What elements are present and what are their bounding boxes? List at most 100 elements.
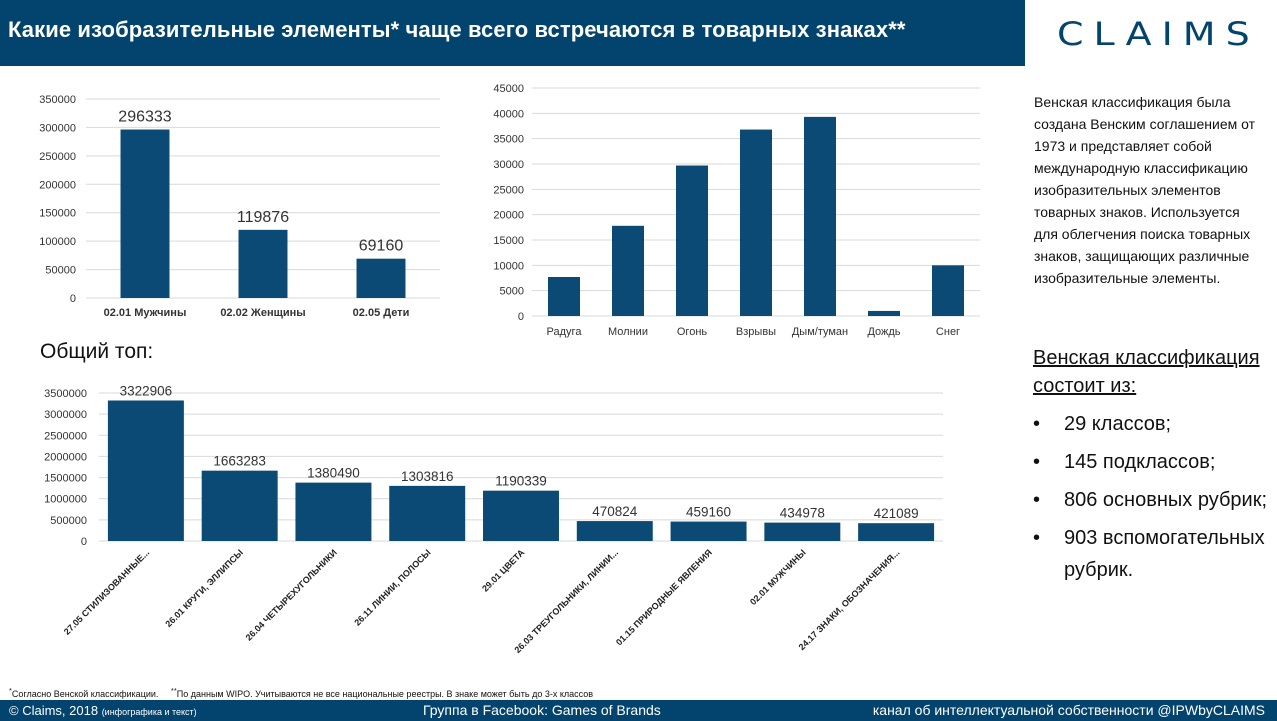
- list-item: • 145 подклассов;: [1033, 446, 1268, 478]
- sidebar-description: Венская классификация была создана Венск…: [1034, 94, 1256, 286]
- copyright-note: (инфографика и текст): [101, 707, 197, 717]
- list-item: • 903 вспомогательных рубрик.: [1033, 522, 1268, 586]
- x-tick-label: 02.01 МУЖЧИНЫ: [748, 547, 808, 607]
- footnote: *Согласно Венской классификации. **По да…: [9, 686, 593, 699]
- bar: [201, 470, 278, 541]
- chart-gender: 0 50000 100000 150000 200000 250000 300000 3500…: [39, 94, 440, 319]
- y-tick-label: 2000000: [44, 451, 87, 463]
- claims-logo: CLAIMS: [1057, 15, 1260, 53]
- x-tick-label: 02.02 Женщины: [220, 307, 305, 319]
- footer-bar: © Claims, 2018 (инфографика и текст) Гру…: [0, 700, 1277, 721]
- bar: [548, 276, 580, 316]
- list-item: • 806 основных рубрик;: [1033, 484, 1268, 516]
- y-tick-label: 3500000: [44, 388, 87, 400]
- x-tick-label: Дождь: [867, 326, 900, 338]
- header-banner: Какие изобразительные элементы* чаще все…: [0, 0, 1025, 66]
- x-tick-label: 26.04 ЧЕТЫРЕХУГОЛЬНИКИ: [244, 547, 339, 642]
- x-tick-label: 26.03 ТРЕУГОЛЬНИКИ, ЛИНИИ...: [512, 547, 620, 655]
- page-title: Какие изобразительные элементы* чаще все…: [8, 17, 906, 42]
- telegram-channel-link[interactable]: канал об интеллектуальной собственности …: [872, 702, 1265, 718]
- bar: [389, 485, 466, 541]
- chart-overall-top: 0 500000 1000000 1500000 2000000 2500000 30000…: [44, 383, 943, 655]
- bar: [670, 521, 747, 541]
- x-tick-label: Молнии: [608, 326, 648, 338]
- bar: [576, 521, 653, 541]
- y-tick-label: 250000: [39, 151, 76, 163]
- bullet-icon: •: [1033, 489, 1041, 511]
- footnote-classification: Согласно Венской классификации.: [11, 689, 159, 699]
- bar: [120, 129, 170, 298]
- list-item-text: 145 подклассов;: [1064, 451, 1216, 473]
- sidebar-heading: Венская классификация состоит из:: [1033, 347, 1260, 397]
- bar: [238, 229, 288, 298]
- data-label: 296333: [118, 109, 171, 126]
- bar: [764, 522, 841, 541]
- list-item-text: 903 вспомогательных рубрик.: [1064, 527, 1265, 581]
- y-tick-label: 0: [81, 536, 87, 548]
- y-tick-label: 10000: [493, 260, 524, 272]
- bar: [676, 165, 708, 316]
- y-tick-label: 3000000: [44, 409, 87, 421]
- y-tick-label: 20000: [493, 210, 524, 222]
- y-tick-label: 150000: [39, 208, 76, 220]
- y-tick-label: 15000: [493, 235, 524, 247]
- y-tick-label: 25000: [493, 184, 524, 196]
- x-tick-label: 01.15 ПРИРОДНЫЕ ЯВЛЕНИЯ: [614, 547, 714, 647]
- data-label: 434978: [780, 506, 825, 521]
- facebook-group-link[interactable]: Группа в Facebook: Games of Brands: [423, 702, 661, 718]
- x-tick-label: Дым/туман: [792, 326, 848, 338]
- list-item: • 29 классов;: [1033, 408, 1268, 440]
- list-item-text: 806 основных рубрик;: [1064, 489, 1267, 511]
- bullet-icon: •: [1033, 451, 1041, 473]
- bar: [868, 310, 900, 316]
- bar: [356, 258, 406, 298]
- list-item-text: 29 классов;: [1064, 413, 1172, 435]
- data-label: 470824: [592, 504, 638, 519]
- bullet-icon: •: [1033, 527, 1041, 549]
- bar: [740, 129, 772, 316]
- y-tick-label: 1000000: [44, 494, 87, 506]
- x-tick-label: 29.01 ЦВЕТА: [480, 547, 527, 594]
- x-tick-label: Огонь: [677, 326, 708, 338]
- data-label: 459160: [686, 505, 731, 520]
- bar: [612, 225, 644, 316]
- data-label: 421089: [874, 506, 919, 521]
- data-label: 69160: [359, 238, 404, 255]
- bar: [858, 523, 935, 541]
- chart-subtitle: Общий топ:: [40, 340, 154, 363]
- y-tick-label: 1500000: [44, 473, 87, 485]
- footnote-mark: *: [9, 686, 12, 695]
- bar: [295, 482, 372, 541]
- footnote-wipo: По данным WIPO. Учитываются не все нацио…: [176, 689, 594, 699]
- copyright-text: © Claims, 2018: [9, 703, 99, 718]
- footer-copyright: © Claims, 2018 (инфографика и текст): [9, 703, 197, 718]
- x-tick-label: Радуга: [547, 326, 583, 338]
- x-tick-label: 27.05 СТИЛИЗОВАННЫЕ...: [62, 547, 151, 636]
- bullet-icon: •: [1033, 413, 1041, 435]
- bar: [483, 490, 559, 541]
- x-tick-label: Взрывы: [736, 326, 776, 338]
- y-tick-label: 2500000: [44, 430, 87, 442]
- bar: [107, 400, 184, 541]
- data-label: 1303816: [401, 469, 454, 484]
- footnote-mark: **: [170, 686, 177, 695]
- data-label: 119876: [237, 209, 289, 226]
- y-tick-label: 50000: [45, 265, 76, 277]
- y-tick-label: 35000: [493, 134, 524, 146]
- y-tick-label: 500000: [50, 515, 87, 527]
- y-tick-label: 5000: [500, 286, 524, 298]
- chart-natural-phenomena: 0 5000 10000 15000 20000 25000 30000 35000 40000…: [493, 83, 980, 338]
- y-tick-label: 200000: [39, 179, 76, 191]
- x-tick-label: 26.01 КРУГИ, ЭЛЛИПСЫ: [163, 547, 245, 629]
- y-tick-label: 0: [518, 311, 524, 323]
- x-tick-label: 26.11 ЛИНИИ, ПОЛОСЫ: [352, 547, 432, 627]
- x-tick-label: Снег: [936, 326, 960, 338]
- bar: [804, 116, 836, 316]
- data-label: 1663283: [213, 454, 266, 469]
- y-tick-label: 40000: [493, 108, 524, 120]
- bar: [932, 265, 964, 316]
- y-tick-label: 100000: [39, 236, 76, 248]
- y-tick-label: 0: [70, 293, 76, 305]
- y-tick-label: 350000: [39, 94, 76, 106]
- x-tick-label: 02.01 Мужчины: [104, 307, 187, 319]
